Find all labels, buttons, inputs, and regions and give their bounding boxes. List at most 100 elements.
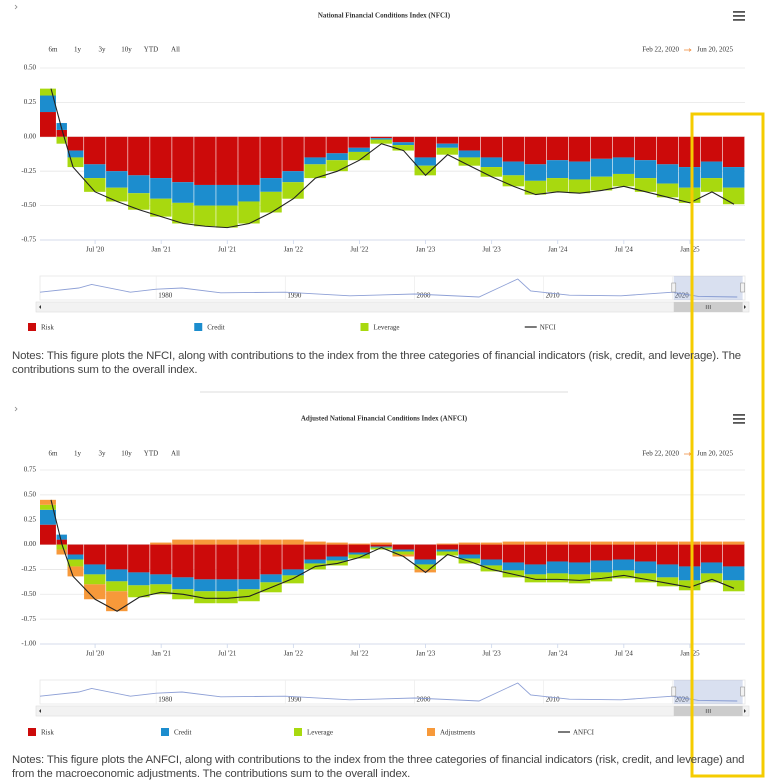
bar-segment <box>458 542 481 545</box>
navigator-label: 2010 <box>546 696 561 704</box>
x-tick-label: Jan '21 <box>152 246 172 254</box>
bar-segment <box>260 178 282 192</box>
bar-segment <box>370 136 392 139</box>
navigator-label: 2000 <box>416 292 431 300</box>
bar-segment <box>568 161 591 180</box>
x-tick-label: Jul '23 <box>483 650 502 658</box>
bar-segment <box>260 136 282 179</box>
range-button[interactable]: 6m <box>49 46 59 54</box>
y-tick-label: -0.75 <box>21 615 36 623</box>
range-button[interactable]: 1y <box>74 450 82 458</box>
bar-segment <box>172 544 194 578</box>
bar-segment <box>414 165 436 176</box>
y-tick-label: 0.00 <box>24 540 37 548</box>
chevron <box>14 406 18 412</box>
bar-segment <box>678 187 701 203</box>
bar-segment <box>568 562 591 575</box>
bar-segment <box>282 171 304 183</box>
bar-segment <box>370 138 392 140</box>
bar-segment <box>150 584 172 595</box>
range-button[interactable]: 10y <box>121 450 132 458</box>
scrollbar-arrow <box>39 709 41 713</box>
range-button[interactable]: All <box>171 450 180 458</box>
legend-swatch <box>294 728 302 736</box>
bar-segment <box>260 191 282 213</box>
range-button[interactable]: YTD <box>144 450 158 458</box>
bar-segment <box>238 184 260 202</box>
bar-segment <box>436 136 458 144</box>
bar-segment <box>722 580 745 592</box>
bar-segment <box>128 175 150 194</box>
legend-label: Credit <box>174 729 192 737</box>
x-tick-label: Jul '21 <box>218 650 237 658</box>
bar-segment <box>216 539 238 545</box>
bar-segment <box>502 161 525 176</box>
bar-segment <box>106 136 128 172</box>
bar-segment <box>546 544 569 562</box>
bar-segment <box>282 136 304 172</box>
y-tick-label: -1.00 <box>21 640 36 648</box>
bar-segment <box>370 547 392 550</box>
bar-segment <box>502 562 525 571</box>
range-button[interactable]: 6m <box>49 450 59 458</box>
bar-segment <box>194 579 216 592</box>
menu-icon-bar <box>733 422 745 424</box>
bar-segment <box>282 575 304 584</box>
bar-segment <box>502 544 525 563</box>
bar-segment <box>458 544 481 555</box>
bar-segment <box>480 559 503 566</box>
x-tick-label: Jan '23 <box>416 650 436 658</box>
bar-segment <box>326 153 348 161</box>
bar-segment <box>260 539 282 545</box>
bar-segment <box>436 549 458 552</box>
bar-segment <box>436 543 458 545</box>
legend-label: Leverage <box>307 729 333 737</box>
bar-segment <box>480 544 503 560</box>
bar-segment <box>238 539 260 545</box>
bar-segment <box>612 570 635 579</box>
bar-segment <box>84 574 106 585</box>
bar-segment <box>678 167 701 188</box>
bar-segment <box>172 202 194 224</box>
bar-segment <box>656 136 679 165</box>
bar-segment <box>700 573 723 583</box>
y-tick-label: -0.75 <box>21 236 36 244</box>
range-button[interactable]: YTD <box>144 46 158 54</box>
menu-icon-bar <box>733 19 745 21</box>
bar-segment <box>370 546 392 548</box>
bar-segment <box>56 549 67 555</box>
bar-segment <box>128 193 150 210</box>
bar-segment <box>106 581 128 592</box>
y-tick-label: -0.25 <box>21 167 36 175</box>
legend-label: Risk <box>41 729 54 737</box>
bar-segment <box>612 559 635 571</box>
legend-swatch <box>427 728 435 736</box>
x-tick-label: Jan '23 <box>416 246 436 254</box>
bar-segment <box>722 187 745 205</box>
bar-segment <box>678 544 701 567</box>
bar-segment <box>304 136 326 158</box>
bar-segment <box>194 544 216 580</box>
bar-segment <box>304 559 326 564</box>
bar-segment <box>656 183 679 198</box>
bar-segment <box>392 142 414 146</box>
highlight-box <box>690 112 765 778</box>
x-tick-label: Jan '22 <box>284 246 304 254</box>
bar-segment <box>172 182 194 203</box>
range-button[interactable]: All <box>171 46 180 54</box>
range-button[interactable]: 3y <box>99 450 107 458</box>
navigator-label: 2020 <box>675 292 690 300</box>
bar-segment <box>524 164 547 181</box>
range-button[interactable]: 3y <box>99 46 107 54</box>
bar-segment <box>568 136 591 162</box>
y-tick-label: 0.50 <box>24 64 37 72</box>
bar-segment <box>502 175 525 187</box>
bar-segment <box>216 136 238 185</box>
range-button[interactable]: 1y <box>74 46 82 54</box>
legend-swatch <box>360 323 369 331</box>
menu-icon-bar <box>733 11 745 13</box>
range-button[interactable]: 10y <box>121 46 132 54</box>
bar-segment <box>414 564 436 570</box>
bar-segment <box>392 544 414 550</box>
x-tick-label: Jul '24 <box>615 650 634 658</box>
